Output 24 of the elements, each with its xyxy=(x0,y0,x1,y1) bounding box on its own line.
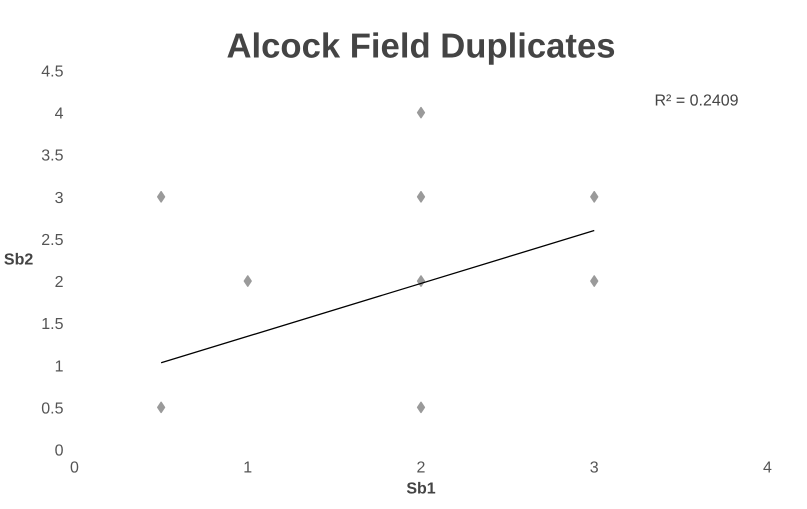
x-tick-label: 1 xyxy=(243,460,252,476)
y-axis-title: Sb2 xyxy=(4,252,34,268)
y-tick-label: 4 xyxy=(54,106,64,123)
annotation: R² = 0.2409 xyxy=(654,92,739,110)
y-tick-label: 0.5 xyxy=(41,400,64,418)
chart-title: Alcock Field Duplicates xyxy=(226,28,616,66)
y-tick-label: 4.5 xyxy=(41,64,64,80)
point xyxy=(416,190,426,203)
y-tick-label: 3 xyxy=(54,190,64,207)
y-tick-label: 2 xyxy=(54,274,64,292)
x-tick-label: 2 xyxy=(416,460,426,476)
y-tick-label: 1 xyxy=(54,358,64,376)
point xyxy=(416,106,426,119)
point xyxy=(156,190,166,203)
x-tick-label: 4 xyxy=(763,460,772,476)
y-tick-label: 3.5 xyxy=(41,148,64,165)
y-tick-label: 1.5 xyxy=(41,316,64,334)
x-tick-label: 3 xyxy=(590,460,599,476)
y-tick-label: 0 xyxy=(54,442,64,460)
x-axis-title: Sb1 xyxy=(406,480,436,498)
point xyxy=(156,401,166,414)
point xyxy=(416,401,426,414)
y-tick-label: 2.5 xyxy=(41,232,64,249)
x-tick-label: 0 xyxy=(70,460,80,476)
